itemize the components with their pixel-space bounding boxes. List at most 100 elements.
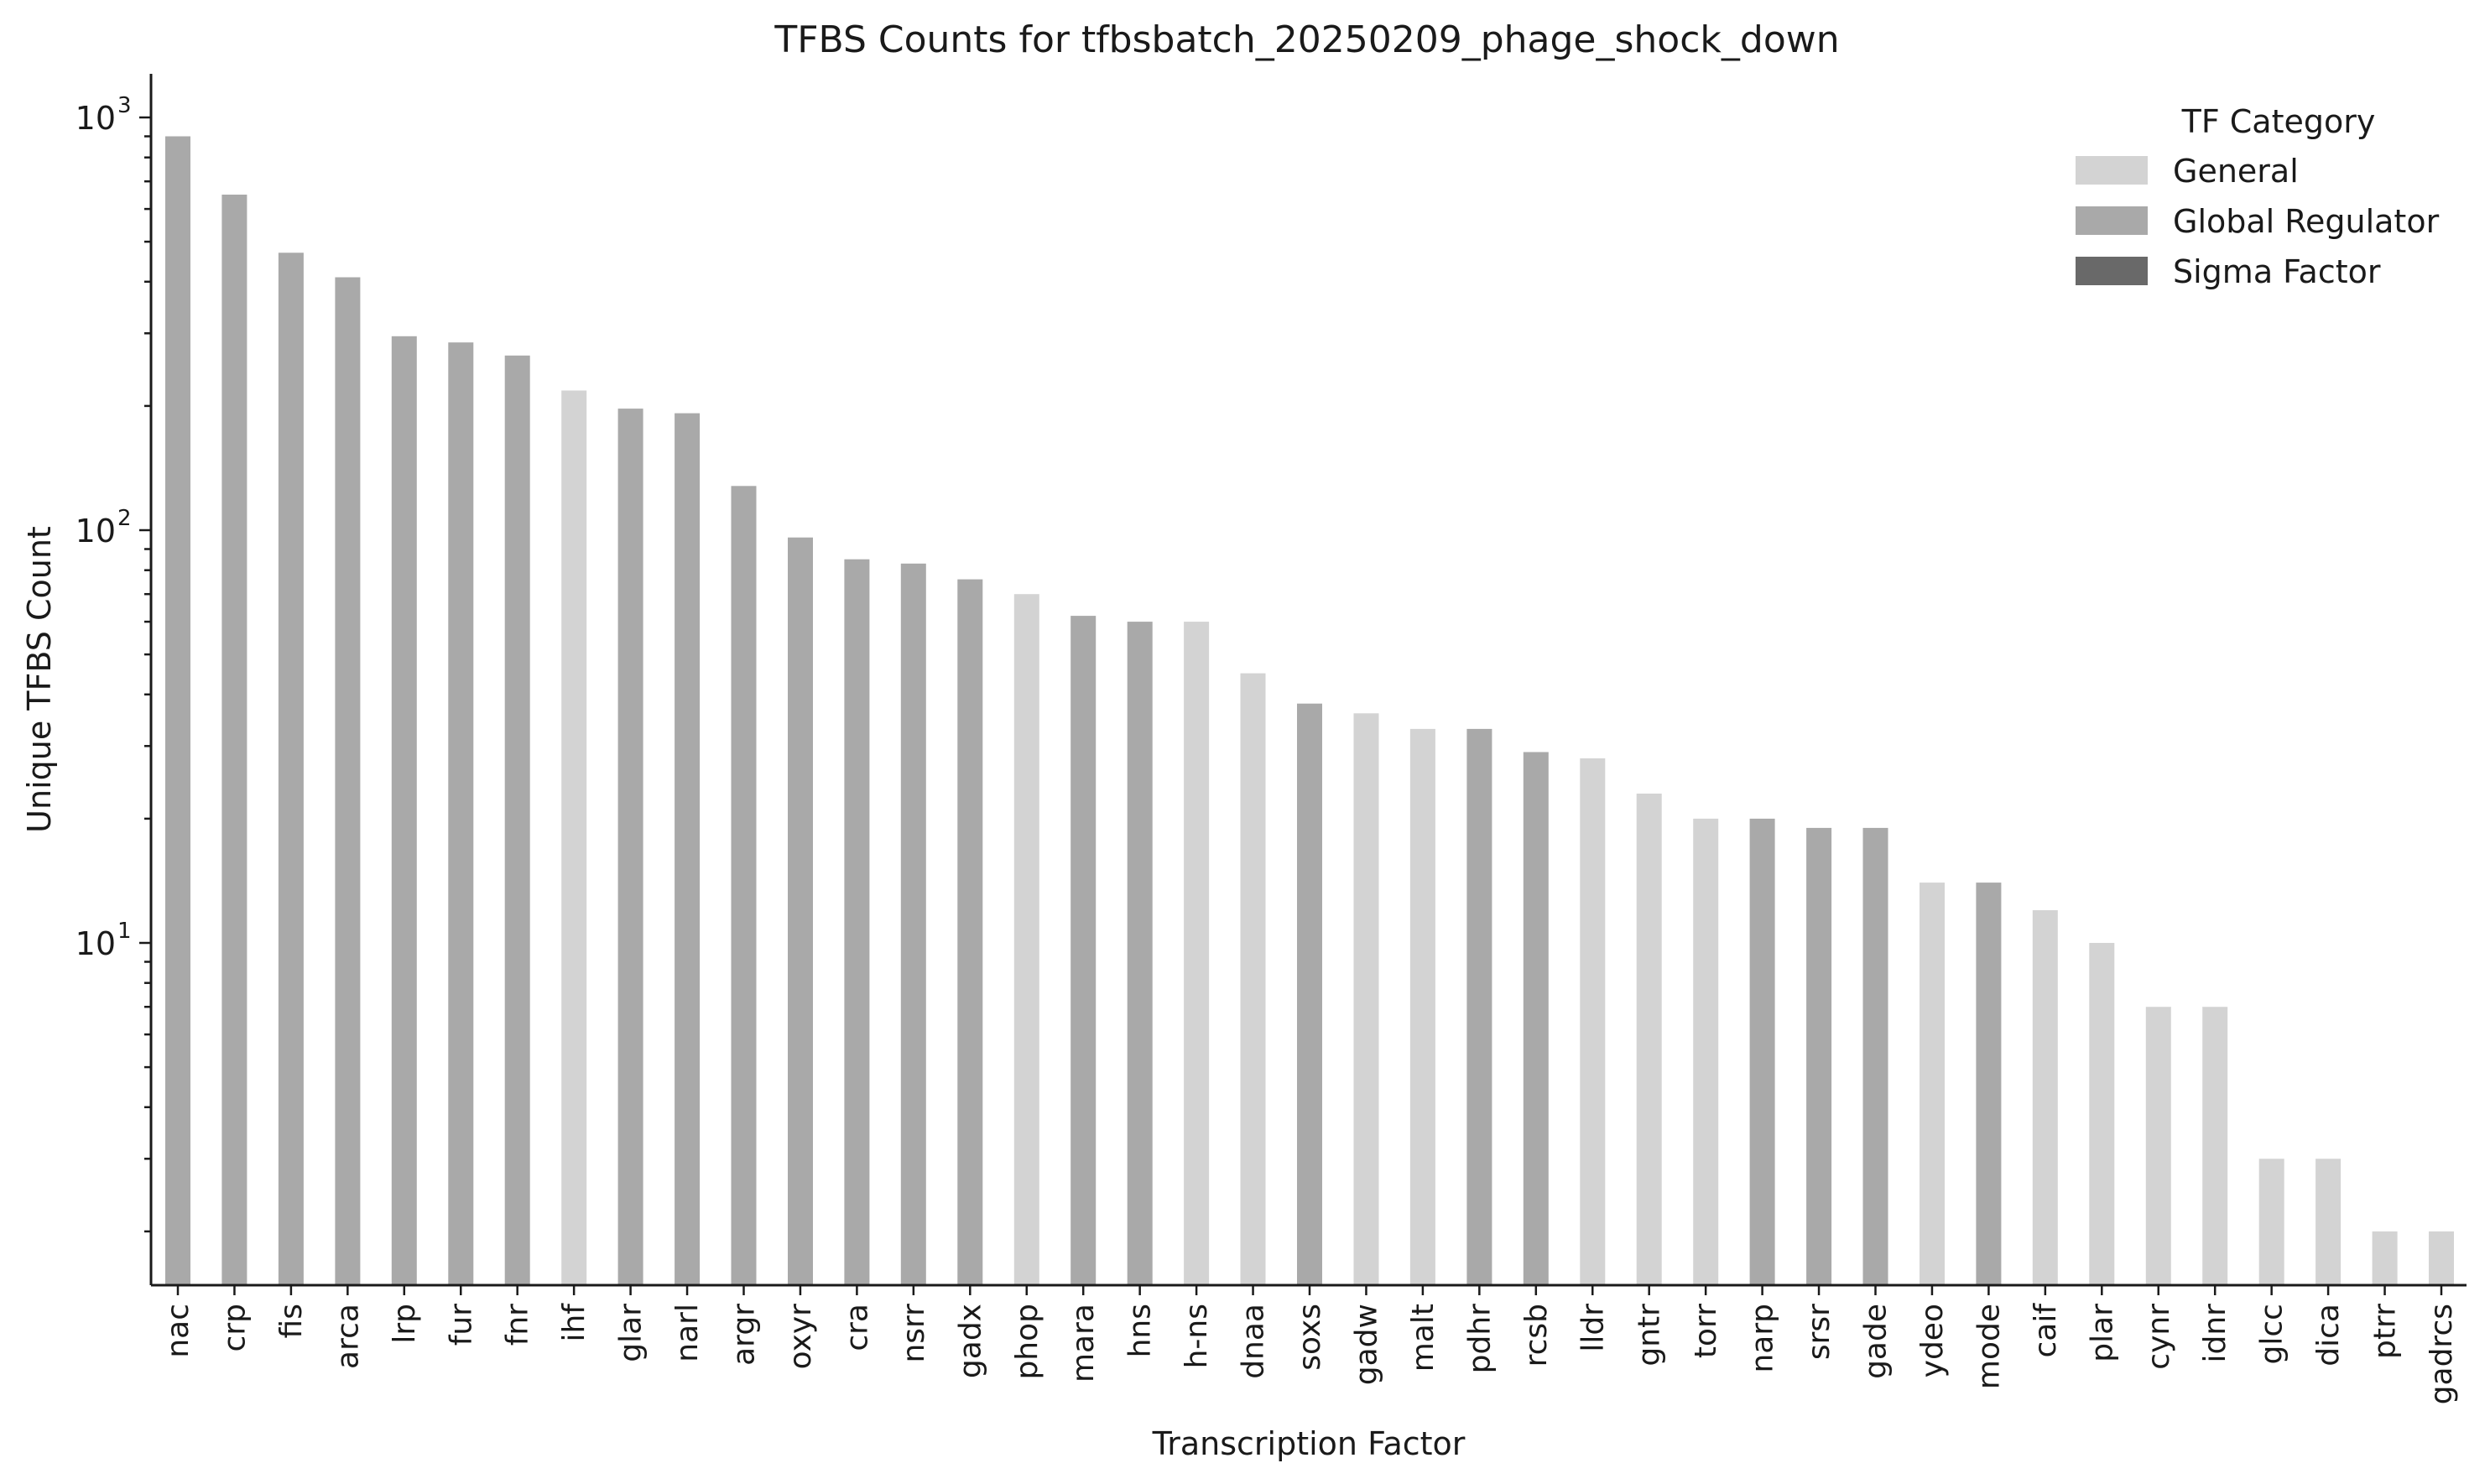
x-tick-label-ihf: ihf xyxy=(557,1303,591,1342)
x-tick-label-caif: caif xyxy=(2029,1303,2063,1358)
x-tick-label-nac: nac xyxy=(161,1304,195,1358)
bar-mara xyxy=(1070,616,1097,1285)
bar-gntr xyxy=(1636,794,1662,1285)
x-tick-label-narl: narl xyxy=(670,1304,705,1362)
x-tick-label-ptrr: ptrr xyxy=(2368,1304,2403,1359)
bar-srsr xyxy=(1806,827,1832,1285)
x-tick-label-malt: malt xyxy=(1406,1304,1440,1372)
bar-arca xyxy=(335,277,361,1285)
bar-torr xyxy=(1693,818,1719,1285)
x-tick-label-rcsb: rcsb xyxy=(1519,1304,1554,1367)
bar-caif xyxy=(2032,910,2058,1285)
bar-ydeo xyxy=(1920,883,1945,1285)
x-tick-label-h-ns: h-ns xyxy=(1180,1304,1214,1368)
legend-label-global-regulator: Global Regulator xyxy=(2173,203,2440,240)
x-tick-label-gade: gade xyxy=(1859,1304,1894,1379)
legend-swatch-global-regulator xyxy=(2076,206,2148,235)
bar-gadrcs xyxy=(2429,1231,2454,1285)
x-tick-label-phop: phop xyxy=(1010,1304,1044,1380)
chart-title: TFBS Counts for tfbsbatch_20250209_phage… xyxy=(774,18,1839,61)
bar-cynr xyxy=(2145,1007,2171,1285)
x-tick-label-cra: cra xyxy=(840,1304,874,1351)
x-tick-label-fnr: fnr xyxy=(501,1304,535,1346)
legend-label-general: General xyxy=(2173,153,2299,190)
x-tick-label-plar: plar xyxy=(2085,1304,2119,1362)
bar-gade xyxy=(1862,827,1888,1285)
x-tick-label-ydeo: ydeo xyxy=(1915,1304,1950,1377)
x-tick-label-gntr: gntr xyxy=(1633,1304,1667,1367)
bar-fur xyxy=(448,342,474,1286)
bar-fis xyxy=(278,253,304,1285)
bar-cra xyxy=(844,559,870,1285)
bar-mode xyxy=(1976,883,2002,1285)
x-tick-label-crp: crp xyxy=(217,1304,252,1351)
y-tick-label-10: 10 xyxy=(76,925,116,962)
bar-ptrr xyxy=(2372,1231,2398,1285)
x-tick-label-mode: mode xyxy=(1972,1304,2006,1389)
y-tick-label-100: 10 xyxy=(76,513,116,549)
bar-lrp xyxy=(391,336,417,1285)
x-tick-label-hns: hns xyxy=(1123,1304,1158,1357)
bar-hns xyxy=(1127,622,1153,1285)
x-axis-label: Transcription Factor xyxy=(1152,1425,1466,1462)
x-tick-label-mara: mara xyxy=(1066,1304,1101,1382)
x-tick-label-glcc: glcc xyxy=(2255,1304,2289,1364)
x-tick-label-lrp: lrp xyxy=(388,1304,422,1344)
bar-dica xyxy=(2315,1159,2342,1285)
bar-malt xyxy=(1409,728,1435,1285)
bar-narp xyxy=(1749,818,1775,1285)
x-tick-label-srsr: srsr xyxy=(1802,1304,1836,1360)
bar-h-ns xyxy=(1184,622,1210,1285)
bar-plar xyxy=(2089,943,2115,1285)
legend-label-sigma-factor: Sigma Factor xyxy=(2173,253,2381,290)
x-tick-label-fur: fur xyxy=(444,1304,478,1346)
y-tick-exponent-100: 2 xyxy=(117,506,132,531)
bar-pdhr xyxy=(1466,728,1492,1285)
x-tick-label-lldr: lldr xyxy=(1576,1304,1610,1352)
x-axis-ticks: nac crp fis arca lrp fur fnr ihf glar narl argr oxy… xyxy=(161,1285,2459,1404)
x-tick-label-gadrcs: gadrcs xyxy=(2425,1304,2459,1404)
bar-glar xyxy=(617,409,643,1286)
bar-narl xyxy=(675,413,701,1286)
bar-fnr xyxy=(504,355,530,1285)
bar-idnr xyxy=(2202,1007,2228,1285)
y-tick-exponent-10: 1 xyxy=(117,919,132,944)
x-tick-label-dica: dica xyxy=(2311,1304,2346,1367)
bar-lldr xyxy=(1580,758,1606,1285)
y-tick-exponent-1000: 3 xyxy=(117,93,132,118)
bar-rcsb xyxy=(1523,752,1549,1285)
x-tick-label-glar: glar xyxy=(614,1304,649,1362)
x-tick-label-oxyr: oxyr xyxy=(784,1304,818,1370)
x-tick-label-arca: arca xyxy=(331,1304,365,1369)
bar-ihf xyxy=(561,390,587,1285)
x-tick-label-argr: argr xyxy=(727,1304,762,1366)
x-tick-label-torr: torr xyxy=(1689,1304,1723,1358)
x-tick-label-fis: fis xyxy=(274,1304,309,1338)
x-tick-label-gadx: gadx xyxy=(953,1304,987,1378)
bar-gadx xyxy=(957,579,983,1285)
bar-oxyr xyxy=(788,537,813,1285)
legend-swatch-general xyxy=(2076,156,2148,185)
bar-nac xyxy=(165,136,190,1285)
x-tick-label-gadw: gadw xyxy=(1349,1304,1383,1385)
x-tick-label-dnaa: dnaa xyxy=(1237,1304,1271,1379)
bar-phop xyxy=(1013,594,1039,1285)
bar-soxs xyxy=(1297,703,1322,1285)
bar-dnaa xyxy=(1240,673,1266,1285)
x-tick-label-soxs: soxs xyxy=(1293,1304,1327,1371)
y-axis-label: Unique TFBS Count xyxy=(21,526,58,833)
x-tick-label-idnr: idnr xyxy=(2198,1304,2232,1363)
bar-gadw xyxy=(1353,713,1379,1285)
bar-argr xyxy=(731,486,757,1285)
x-tick-label-cynr: cynr xyxy=(2142,1304,2176,1370)
x-tick-label-narp: narp xyxy=(1746,1304,1780,1373)
x-tick-label-pdhr: pdhr xyxy=(1462,1304,1497,1374)
legend-swatch-sigma-factor xyxy=(2076,257,2148,285)
legend-title: TF Category xyxy=(2181,103,2376,140)
plot-area xyxy=(165,136,2454,1286)
bar-nsrr xyxy=(900,563,926,1285)
legend: TF Category General Global Regulator Sig… xyxy=(2076,103,2440,290)
bar-crp xyxy=(221,195,247,1285)
y-tick-label-1000: 10 xyxy=(76,100,116,137)
